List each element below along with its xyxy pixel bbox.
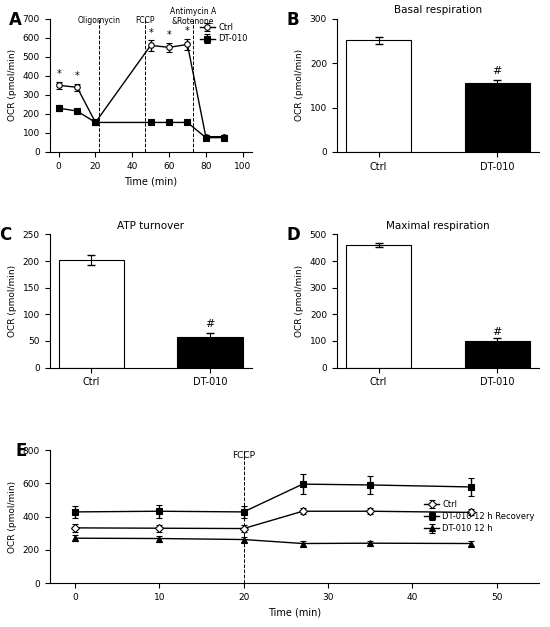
X-axis label: Time (min): Time (min): [268, 608, 321, 618]
Text: *: *: [56, 69, 61, 79]
Bar: [465, 83, 530, 152]
Y-axis label: OCR (pmol/min): OCR (pmol/min): [295, 265, 304, 337]
Text: FCCP: FCCP: [232, 451, 255, 460]
Text: *: *: [148, 28, 153, 38]
Text: #: #: [492, 66, 502, 76]
Title: Basal respiration: Basal respiration: [394, 5, 482, 15]
Text: *: *: [75, 71, 79, 81]
Bar: [346, 245, 411, 367]
Title: ATP turnover: ATP turnover: [117, 221, 184, 231]
Legend: Ctrl, DT-010: Ctrl, DT-010: [200, 23, 248, 43]
Text: *: *: [167, 30, 172, 40]
Legend: Ctrl, DT-010 12 h Recovery, DT-010 12 h: Ctrl, DT-010 12 h Recovery, DT-010 12 h: [424, 500, 535, 534]
Text: D: D: [286, 226, 300, 245]
Y-axis label: OCR (pmol/min): OCR (pmol/min): [8, 50, 17, 122]
Bar: [59, 260, 124, 367]
Text: Antimycin A
&Rotenone: Antimycin A &Rotenone: [170, 7, 216, 26]
Text: E: E: [15, 442, 26, 460]
Y-axis label: OCR (pmol/min): OCR (pmol/min): [8, 265, 17, 337]
Text: *: *: [185, 26, 190, 36]
Bar: [465, 341, 530, 367]
Text: #: #: [492, 327, 502, 337]
Text: Oligomycin: Oligomycin: [78, 16, 120, 24]
Text: A: A: [9, 11, 22, 29]
Bar: [346, 40, 411, 152]
Y-axis label: OCR (pmol/min): OCR (pmol/min): [295, 50, 304, 122]
Title: Maximal respiration: Maximal respiration: [386, 221, 490, 231]
Text: C: C: [0, 226, 11, 245]
X-axis label: Time (min): Time (min): [124, 176, 177, 186]
Text: FCCP: FCCP: [135, 16, 155, 24]
Y-axis label: OCR (pmol/min): OCR (pmol/min): [8, 480, 17, 552]
Text: #: #: [205, 319, 214, 329]
Bar: [177, 337, 243, 367]
Text: B: B: [286, 11, 299, 29]
